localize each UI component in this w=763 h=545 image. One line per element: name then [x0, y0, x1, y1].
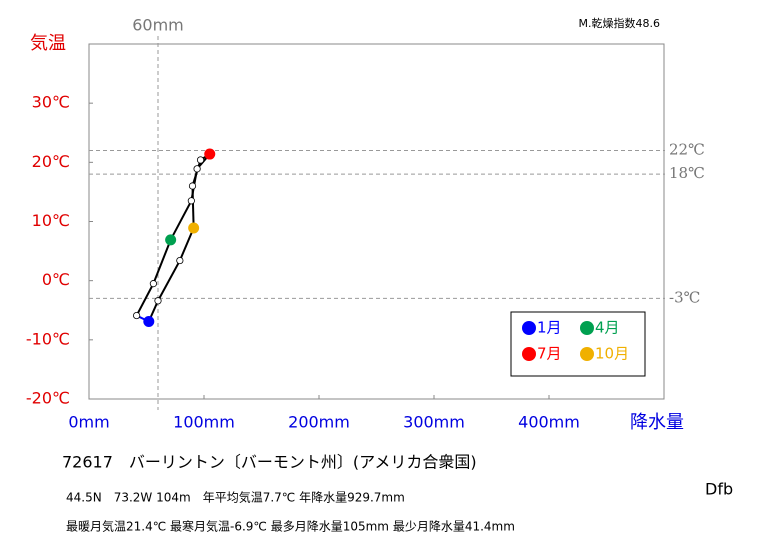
- legend-marker: [580, 347, 594, 361]
- station-title: 72617 バーリントン〔バーモント州〕(アメリカ合衆国): [62, 453, 477, 472]
- legend-label: 1月: [537, 319, 562, 337]
- month-point: [176, 256, 184, 265]
- y-tick-label: 0℃: [42, 270, 70, 289]
- month-point: [193, 165, 201, 173]
- y-tick-label: 10℃: [32, 211, 70, 230]
- climate-segment: [152, 239, 172, 284]
- y-tick-label: 30℃: [32, 93, 70, 112]
- month-point: [143, 315, 155, 327]
- x-tick-label: 200mm: [288, 413, 350, 432]
- month-point: [188, 182, 197, 190]
- aridity-index: M.乾燥指数48.6: [579, 16, 660, 30]
- y-tick-label: 20℃: [32, 152, 70, 171]
- climate-segment: [169, 200, 193, 241]
- x-tick-label: 0mm: [68, 413, 109, 432]
- month-point: [154, 297, 162, 305]
- month-point: [188, 222, 200, 234]
- x-tick-label: 300mm: [403, 413, 465, 432]
- legend-marker: [580, 321, 594, 335]
- legend-marker: [522, 321, 536, 335]
- info-line: 44.5N 73.2W 104m 年平均気温7.7℃ 年降水量929.7mm: [66, 490, 405, 505]
- reference-label: 18℃: [669, 164, 705, 182]
- month-point: [149, 280, 157, 288]
- climate-segment: [157, 260, 181, 302]
- y-axis-title: 気温: [30, 33, 66, 54]
- month-point: [133, 311, 141, 320]
- x-tick-label: 100mm: [173, 413, 235, 432]
- legend-marker: [522, 347, 536, 361]
- climate-segment: [191, 159, 202, 187]
- climate-segment: [178, 227, 195, 261]
- y-tick-label: -20℃: [26, 389, 70, 408]
- info-line: 最暖月気温21.4℃ 最寒月気温-6.9℃ 最多月降水量105mm 最少月降水量…: [66, 519, 515, 534]
- month-point: [196, 156, 205, 164]
- legend-label: 4月: [595, 319, 620, 337]
- month-point: [165, 234, 177, 246]
- y-tick-label: -10℃: [26, 329, 70, 348]
- x-tick-label: 400mm: [518, 413, 580, 432]
- legend-label: 10月: [595, 345, 629, 363]
- reference-vline-label: 60mm: [132, 16, 184, 35]
- climate-segment: [191, 185, 195, 229]
- climate-class: Dfb: [705, 480, 733, 499]
- month-point: [204, 148, 216, 160]
- x-axis-title: 降水量: [630, 412, 684, 433]
- legend-label: 7月: [537, 345, 562, 363]
- climate-segment: [135, 283, 155, 317]
- reference-label: -3℃: [669, 288, 700, 306]
- reference-label: 22℃: [669, 141, 705, 159]
- month-point: [187, 197, 195, 205]
